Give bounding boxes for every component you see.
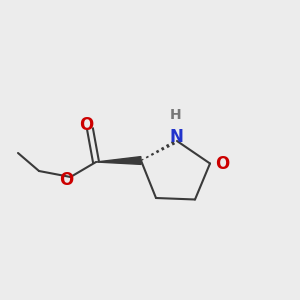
Text: N: N	[169, 128, 183, 146]
Text: O: O	[59, 171, 74, 189]
Polygon shape	[96, 157, 141, 164]
Text: O: O	[215, 155, 229, 173]
Text: O: O	[79, 116, 93, 134]
Text: H: H	[170, 108, 181, 122]
